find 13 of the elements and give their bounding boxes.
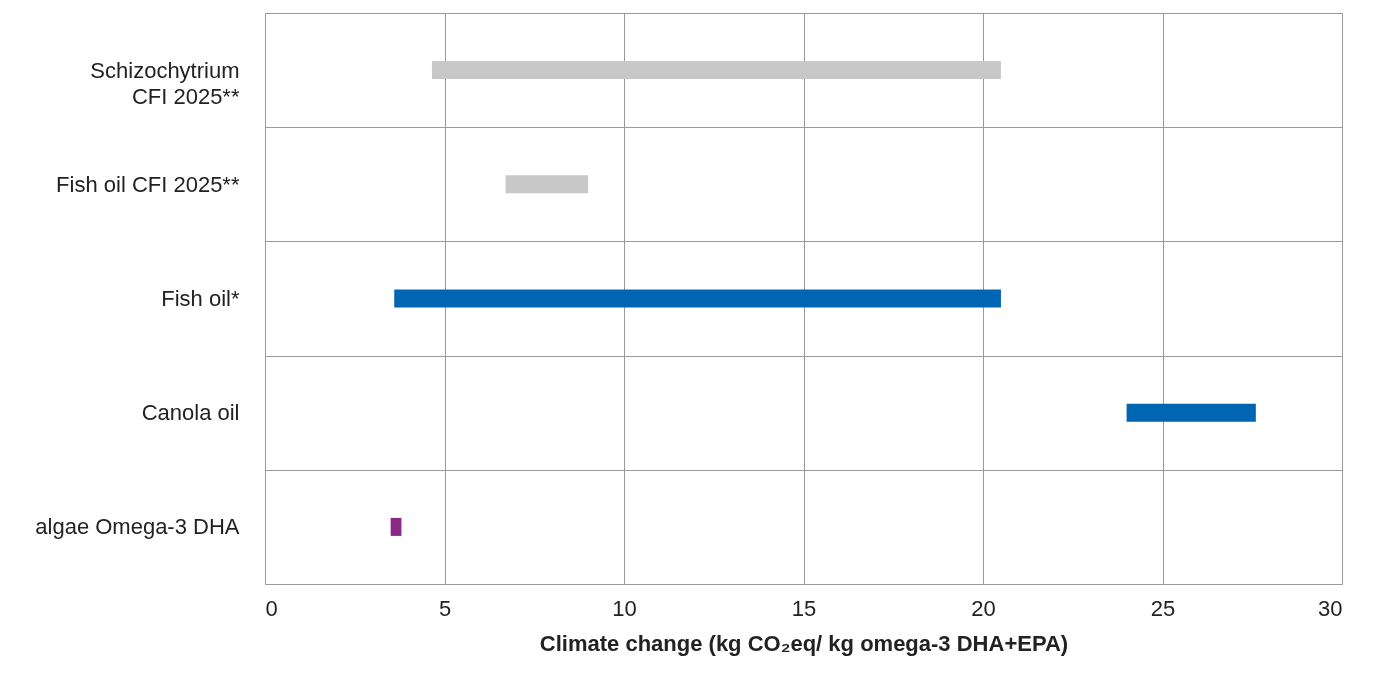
x-tick-label: 15 [791,595,817,621]
x-tick-label: 25 [1150,595,1176,621]
x-tick-label: 10 [612,595,637,621]
y-tick-label: Schizochytrium CFI 2025** [90,57,240,109]
y-tick-label: Fish oil* [161,286,240,311]
x-tick-label: 5 [438,595,452,621]
x-tick-label: 20 [971,595,996,621]
y-tick-label: Fish oil CFI 2025** [56,171,240,197]
x-tick-label: 0 [265,595,278,621]
y-tick-label: algae Omega-3 DHA [35,514,240,540]
y-tick-label: Canola oil [141,400,240,426]
x-tick-label: 30 [1318,595,1343,621]
x-axis-title: Climate change (kg CO₂eq/ kg omega-3 DHA+EPA) [539,630,1069,656]
